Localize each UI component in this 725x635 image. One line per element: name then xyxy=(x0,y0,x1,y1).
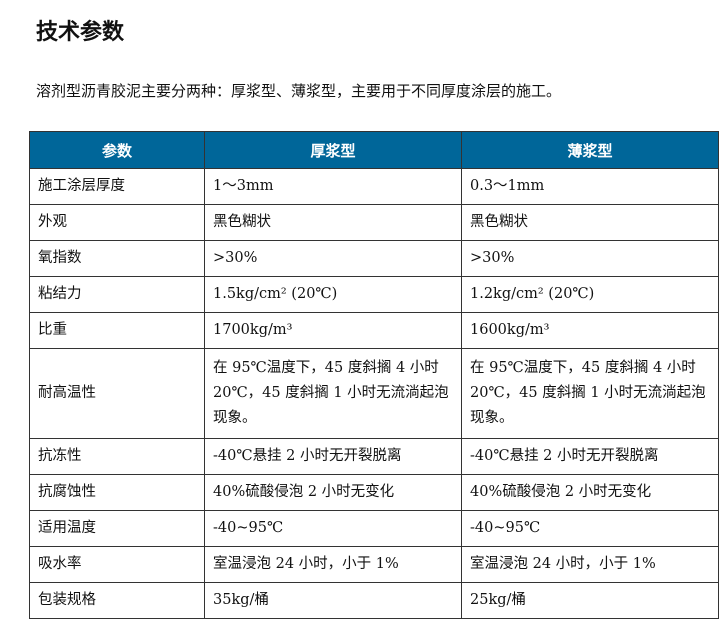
intro-text: 溶剂型沥青胶泥主要分两种：厚浆型、薄浆型，主要用于不同厚度涂层的施工。 xyxy=(36,82,562,100)
cell-param: 抗冻性 xyxy=(29,438,205,475)
cell-param: 比重 xyxy=(29,312,205,349)
table-row: 施工涂层厚度 1～3mm 0.3～1mm xyxy=(29,168,719,205)
table-row: 适用温度 -40~95℃ -40~95℃ xyxy=(29,510,719,547)
cell-thick: 在 95℃温度下，45 度斜搁 4 小时 20℃，45 度斜搁 1 小时无流淌起… xyxy=(204,348,462,439)
page-title: 技术参数 xyxy=(36,20,125,45)
cell-param: 外观 xyxy=(29,204,205,241)
cell-thin: 40%硫酸侵泡 2 小时无变化 xyxy=(461,474,719,511)
cell-thick: 1～3mm xyxy=(204,168,462,205)
table-row: 抗腐蚀性 40%硫酸侵泡 2 小时无变化 40%硫酸侵泡 2 小时无变化 xyxy=(29,474,719,511)
cell-param: 抗腐蚀性 xyxy=(29,474,205,511)
cell-thin: 25kg/桶 xyxy=(461,582,719,619)
cell-thin: 黑色糊状 xyxy=(461,204,719,241)
table-row: 耐高温性在 95℃温度下，45 度斜搁 4 小时 20℃，45 度斜搁 1 小时… xyxy=(29,348,719,439)
cell-thick: 40%硫酸侵泡 2 小时无变化 xyxy=(204,474,462,511)
cell-thin: 1.2kg/cm² (20℃) xyxy=(461,276,719,313)
table-row: 外观 黑色糊状 黑色糊状 xyxy=(29,204,719,241)
spec-table: 参数 厚浆型 薄浆型 施工涂层厚度 1～3mm 0.3～1mm 外观 黑色糊状 黑色糊状氧… xyxy=(29,131,719,619)
cell-thick: 室温浸泡 24 小时，小于 1% xyxy=(204,546,462,583)
cell-thick: -40~95℃ xyxy=(204,510,462,547)
table-header: 参数 厚浆型 薄浆型 xyxy=(29,131,719,169)
cell-thick: 1.5kg/cm² (20℃) xyxy=(204,276,462,313)
cell-param: 粘结力 xyxy=(29,276,205,313)
cell-thin: 1600kg/m³ xyxy=(461,312,719,349)
cell-thin: 0.3～1mm xyxy=(461,168,719,205)
cell-thick: 黑色糊状 xyxy=(204,204,462,241)
table-row: 比重 1700kg/m³ 1600kg/m³ xyxy=(29,312,719,349)
cell-thin: 室温浸泡 24 小时，小于 1% xyxy=(461,546,719,583)
header-param: 参数 xyxy=(29,131,205,169)
header-thick: 厚浆型 xyxy=(204,131,462,169)
cell-thick: >30% xyxy=(204,240,462,277)
cell-thin: 在 95℃温度下，45 度斜搁 4 小时 20℃，45 度斜搁 1 小时无流淌起… xyxy=(461,348,719,439)
header-thin: 薄浆型 xyxy=(461,131,719,169)
cell-thin: >30% xyxy=(461,240,719,277)
table-row: 抗冻性 -40℃悬挂 2 小时无开裂脱离 -40℃悬挂 2 小时无开裂脱离 xyxy=(29,438,719,475)
cell-param: 适用温度 xyxy=(29,510,205,547)
cell-thin: -40~95℃ xyxy=(461,510,719,547)
table-row: 包装规格 35kg/桶 25kg/桶 xyxy=(29,582,719,619)
table-row: 氧指数 >30% >30% xyxy=(29,240,719,277)
cell-param: 包装规格 xyxy=(29,582,205,619)
cell-thick: -40℃悬挂 2 小时无开裂脱离 xyxy=(204,438,462,475)
cell-thick: 1700kg/m³ xyxy=(204,312,462,349)
cell-thin: -40℃悬挂 2 小时无开裂脱离 xyxy=(461,438,719,475)
cell-thick: 35kg/桶 xyxy=(204,582,462,619)
cell-param: 氧指数 xyxy=(29,240,205,277)
cell-param: 耐高温性 xyxy=(29,348,205,439)
table-row: 吸水率 室温浸泡 24 小时，小于 1% 室温浸泡 24 小时，小于 1% xyxy=(29,546,719,583)
cell-param: 施工涂层厚度 xyxy=(29,168,205,205)
table-row: 粘结力 1.5kg/cm² (20℃) 1.2kg/cm² (20℃) xyxy=(29,276,719,313)
cell-param: 吸水率 xyxy=(29,546,205,583)
